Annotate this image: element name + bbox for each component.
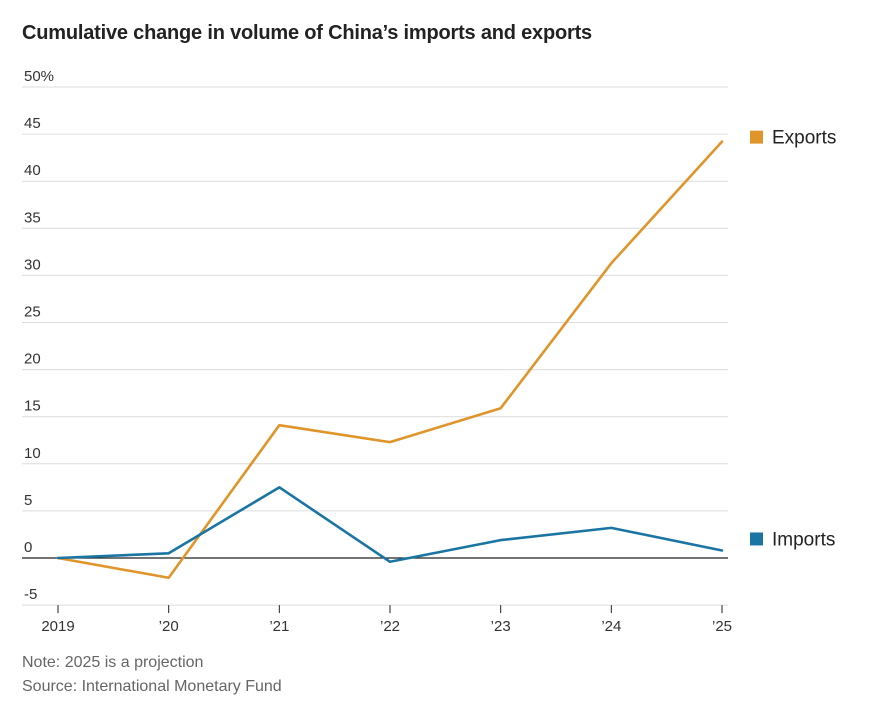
legend-swatch-imports xyxy=(750,532,763,546)
x-tick-label: ’22 xyxy=(380,618,400,635)
x-tick-label: ’23 xyxy=(491,618,511,635)
x-tick-label: ’25 xyxy=(712,618,732,635)
y-tick-label: -5 xyxy=(24,586,37,603)
x-axis: 2019 ’20 ’21 ’22 ’23 ’24 ’25 xyxy=(22,557,732,635)
y-tick-label: 50% xyxy=(24,68,54,85)
y-tick-label: 10 xyxy=(24,445,41,462)
chart-source: Source: International Monetary Fund xyxy=(22,678,282,695)
series-line-exports xyxy=(56,140,724,580)
legend-swatch-exports xyxy=(750,130,763,144)
legend-label-imports: Imports xyxy=(772,529,835,550)
y-tick-label: 35 xyxy=(24,209,41,226)
y-axis-ticks: -5 0 5 10 15 20 25 30 35 40 45 50% xyxy=(24,68,54,603)
y-tick-label: 30 xyxy=(24,256,41,273)
y-tick-label: 20 xyxy=(24,351,41,368)
gridlines xyxy=(22,86,728,606)
y-tick-label: 40 xyxy=(24,162,41,179)
x-tick-label: ’20 xyxy=(159,618,179,635)
chart-note: Note: 2025 is a projection xyxy=(22,654,204,671)
x-tick-label: ’24 xyxy=(601,618,621,635)
y-tick-label: 5 xyxy=(24,492,32,509)
x-tick-label: ’21 xyxy=(269,618,289,635)
chart-title: Cumulative change in volume of China’s i… xyxy=(22,22,592,44)
y-tick-label: 0 xyxy=(24,539,32,556)
legend: Exports Imports xyxy=(750,128,836,550)
y-tick-label: 15 xyxy=(24,398,41,415)
series-line-imports xyxy=(56,486,724,564)
series-lines xyxy=(56,140,724,580)
y-tick-label: 45 xyxy=(24,115,41,132)
legend-label-exports: Exports xyxy=(772,128,836,149)
x-tick-label: 2019 xyxy=(41,618,74,635)
y-tick-label: 25 xyxy=(24,304,41,321)
